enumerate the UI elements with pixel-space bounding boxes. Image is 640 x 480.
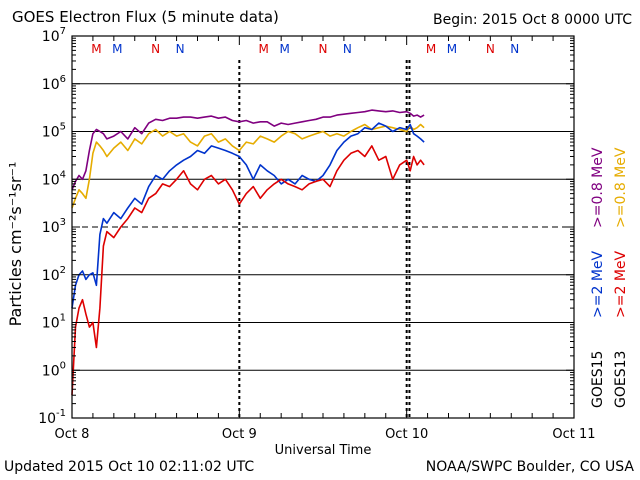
legend-goes13-08mev: >=0.8 MeV [613,147,629,228]
y-axis-title: Particles cm⁻²s⁻¹sr⁻¹ [6,162,25,327]
x-tick-label: Oct 11 [552,427,595,442]
marker-label: M [426,42,436,56]
marker-label: M [447,42,457,56]
legend-goes15-2mev: >=2 MeV [590,250,606,318]
series-line [71,123,425,209]
series-layer [71,109,425,396]
x-tick-label: Oct 9 [222,427,257,442]
marker-label: N [151,42,160,56]
marker-label: N [343,42,352,56]
y-tick-label: 104 [42,169,66,188]
x-tick-label: Oct 8 [55,427,90,442]
legend-goes15-08mev: >=0.8 MeV [590,147,606,228]
marker-label: M [259,42,269,56]
y-tick-label: 10-1 [38,408,66,427]
y-tick-label: 102 [42,265,66,284]
legend-goes15-label: GOES15 [590,351,606,408]
marker-label: M [279,42,289,56]
begin-date: Begin: 2015 Oct 8 0000 UTC [433,12,632,28]
marker-label: N [510,42,519,56]
marker-label: N [319,42,328,56]
axis-layer: 10-1 100 101 102 103 104 105 106 107 Oct 8 Oct 9 Oc… [38,26,595,442]
grid-layer [72,83,574,371]
y-tick-label: 103 [42,217,66,236]
x-tick-label: Oct 10 [385,427,428,442]
series-line [71,145,425,396]
marker-label: M [91,42,101,56]
chart-title: GOES Electron Flux (5 minute data) [12,8,279,26]
y-tick-label: 100 [42,360,66,379]
y-tick-label: 106 [42,74,66,93]
legend: GOES15 GOES13 >=2 MeV >=2 MeV >=0.8 MeV >=0.8… [590,147,629,408]
y-tick-label: 105 [42,122,66,141]
y-tick-label: 101 [42,313,66,332]
legend-goes13-2mev: >=2 MeV [613,250,629,318]
series-line [71,122,425,309]
updated-timestamp: Updated 2015 Oct 10 02:11:02 UTC [4,459,255,475]
marker-label: M [112,42,122,56]
y-tick-label: 107 [42,26,66,45]
marker-label: N [486,42,495,56]
x-axis-title: Universal Time [275,443,372,458]
day-boundary-lines [238,60,411,418]
series-line [71,109,425,191]
legend-goes13-label: GOES13 [613,351,629,408]
credit-text: NOAA/SWPC Boulder, CO USA [425,459,634,475]
marker-label: N [176,42,185,56]
